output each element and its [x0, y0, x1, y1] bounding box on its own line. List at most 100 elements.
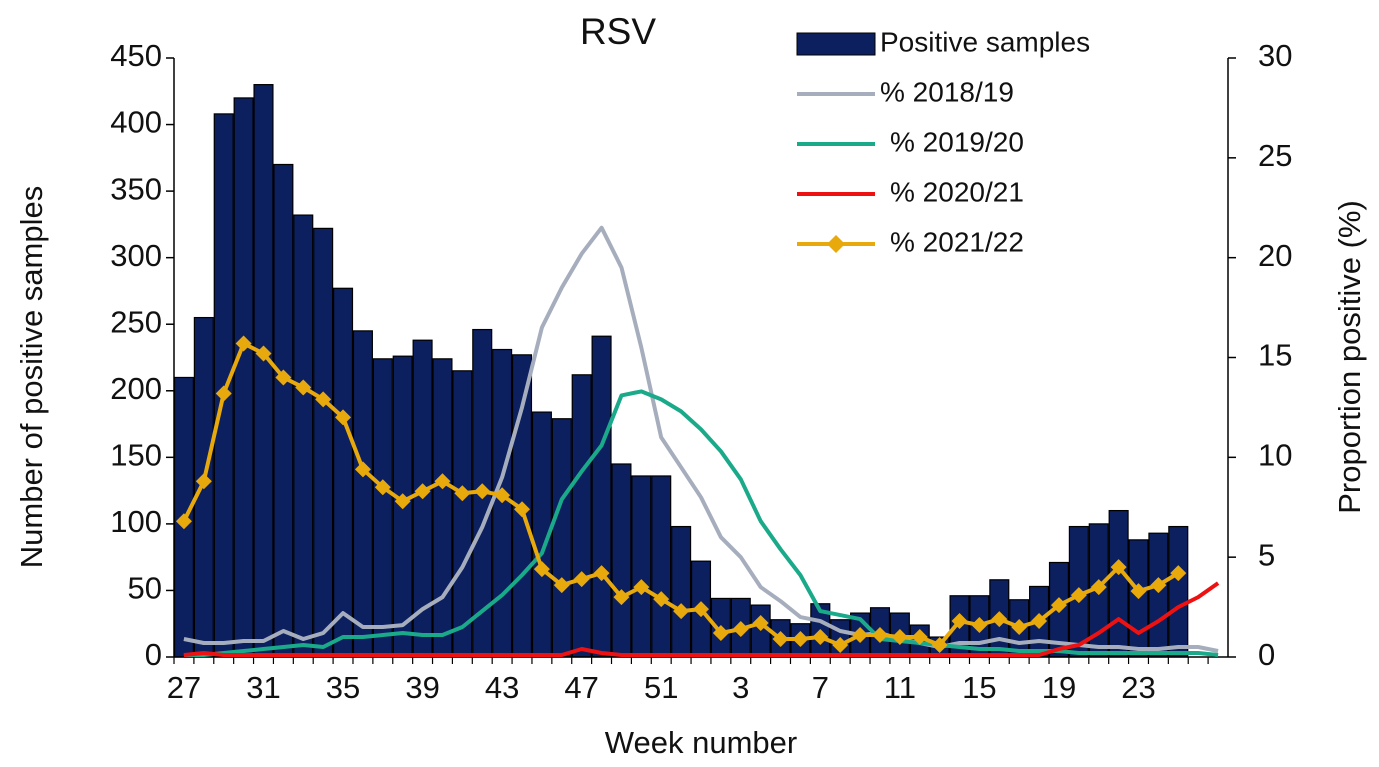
- bar: [651, 475, 672, 658]
- marker: [1050, 597, 1067, 614]
- marker: [295, 379, 312, 396]
- y2-tick-label: 15: [1258, 338, 1292, 373]
- y-tick-label: 300: [110, 238, 162, 273]
- marker: [195, 473, 212, 490]
- marker: [951, 613, 968, 630]
- bar: [233, 97, 254, 658]
- y2-tick-label: 25: [1258, 138, 1292, 173]
- marker: [514, 501, 531, 518]
- y2-tick-label: 0: [1258, 637, 1275, 672]
- marker: [275, 369, 292, 386]
- line: [183, 581, 1220, 657]
- y2-tick-label: 20: [1258, 238, 1292, 273]
- marker: [732, 621, 749, 638]
- y-tick-label: 100: [110, 504, 162, 539]
- bar: [273, 163, 294, 658]
- y2-tick-label: 5: [1258, 537, 1275, 572]
- marker: [653, 591, 670, 608]
- x-tick-label: 39: [405, 670, 439, 705]
- marker: [434, 473, 451, 490]
- legend-marker: [827, 235, 845, 253]
- bar: [372, 358, 393, 658]
- marker: [1011, 619, 1028, 636]
- y2-tick-label: 30: [1258, 38, 1292, 73]
- bar: [293, 214, 314, 658]
- bar: [1108, 509, 1129, 658]
- y-tick-label: 50: [128, 571, 162, 606]
- legend-label: % 2019/20: [890, 126, 1024, 157]
- bar: [452, 370, 473, 658]
- marker: [573, 571, 590, 588]
- marker: [335, 409, 352, 426]
- y2-axis-label: Proportion positive (%): [1332, 200, 1367, 514]
- marker: [673, 603, 690, 620]
- y2-tick-label: 10: [1258, 438, 1292, 473]
- x-tick-label: 43: [485, 670, 519, 705]
- bar: [551, 418, 572, 658]
- marker: [474, 483, 491, 500]
- marker: [871, 627, 888, 644]
- y-tick-label: 150: [110, 438, 162, 473]
- marker: [553, 577, 570, 594]
- marker: [494, 487, 511, 504]
- y-tick-label: 200: [110, 371, 162, 406]
- bar: [1168, 525, 1189, 658]
- marker: [315, 391, 332, 408]
- x-tick-label: 35: [326, 670, 360, 705]
- y-tick-label: 400: [110, 105, 162, 140]
- bar: [571, 374, 592, 658]
- marker: [215, 385, 232, 402]
- chart-title: RSV: [580, 11, 656, 52]
- bar: [1148, 532, 1169, 658]
- marker: [911, 629, 928, 646]
- marker: [991, 611, 1008, 628]
- x-tick-label: 19: [1042, 670, 1076, 705]
- x-tick-label: 23: [1121, 670, 1155, 705]
- x-tick-label: 27: [167, 670, 201, 705]
- marker: [891, 629, 908, 646]
- x-tick-label: 31: [246, 670, 280, 705]
- bar: [332, 287, 354, 658]
- y-tick-label: 0: [145, 637, 162, 672]
- y-tick-label: 250: [110, 304, 162, 339]
- x-axis-label: Week number: [605, 725, 797, 760]
- x-tick-label: 47: [564, 670, 598, 705]
- marker: [1130, 583, 1147, 600]
- marker: [971, 617, 988, 634]
- x-tick-label: 11: [884, 670, 916, 705]
- marker: [852, 627, 869, 644]
- marker: [1031, 613, 1048, 630]
- bar: [313, 227, 334, 658]
- line: [183, 225, 1219, 653]
- marker: [613, 589, 630, 606]
- bar: [432, 358, 453, 658]
- x-tick-label: 51: [644, 670, 678, 705]
- bar: [611, 463, 632, 658]
- bar: [671, 525, 692, 658]
- marker: [712, 625, 729, 642]
- x-tick-label: 15: [962, 670, 996, 705]
- marker: [374, 479, 391, 496]
- marker: [832, 637, 849, 654]
- marker: [792, 631, 809, 648]
- legend-label: % 2020/21: [890, 176, 1024, 207]
- marker: [533, 561, 550, 578]
- marker: [1170, 565, 1187, 582]
- marker: [235, 335, 252, 352]
- bar: [352, 330, 373, 658]
- y-tick-label: 350: [110, 171, 162, 206]
- bar: [253, 84, 274, 658]
- y-tick-label: 450: [110, 38, 162, 73]
- marker: [1090, 579, 1107, 596]
- legend-label: % 2018/19: [880, 76, 1014, 107]
- marker: [414, 483, 431, 500]
- marker: [1070, 587, 1087, 604]
- legend-label: Positive samples: [880, 26, 1090, 57]
- bar: [631, 475, 652, 658]
- marker: [693, 601, 709, 618]
- marker: [354, 461, 371, 478]
- bar: [591, 335, 612, 658]
- legend-label: % 2021/22: [890, 226, 1024, 257]
- marker: [454, 485, 471, 502]
